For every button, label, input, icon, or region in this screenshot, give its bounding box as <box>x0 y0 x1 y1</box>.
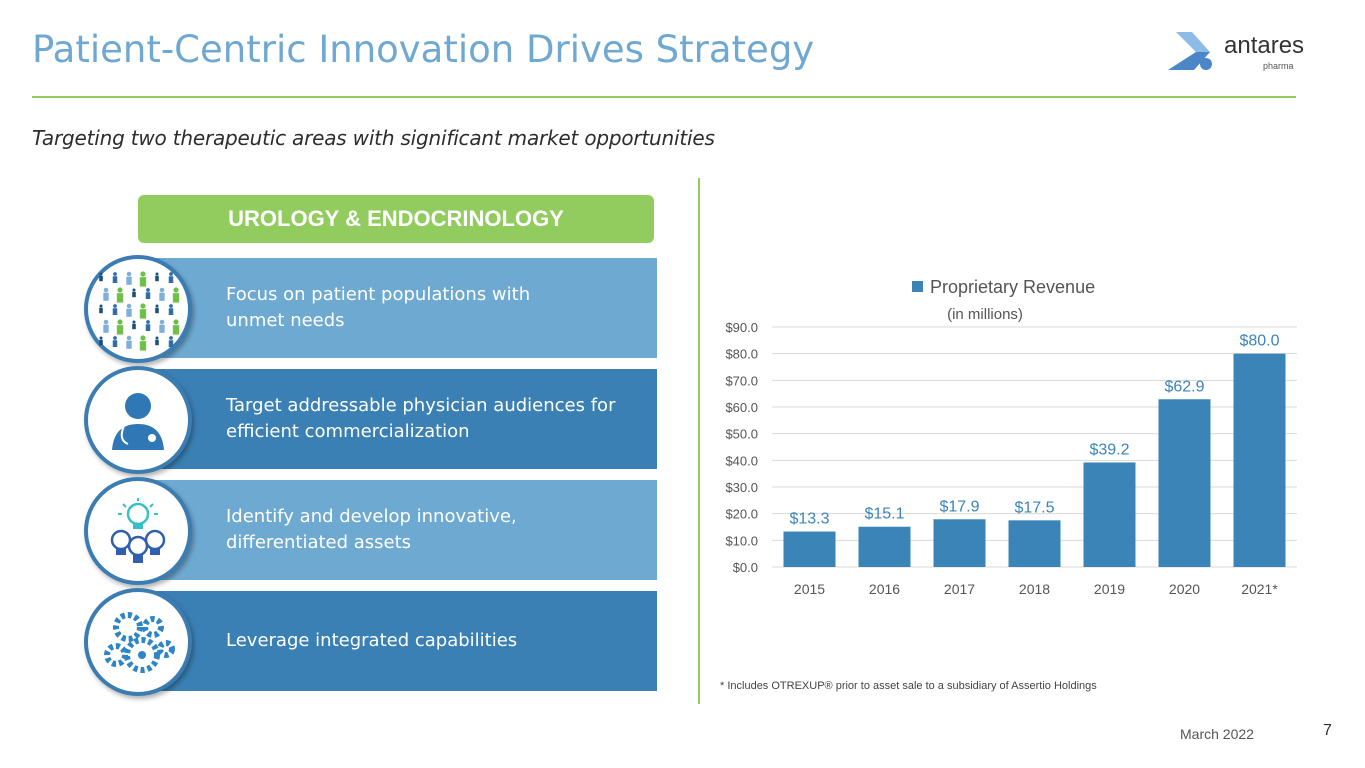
data-label: $39.2 <box>1089 441 1129 458</box>
x-tick-label: 2017 <box>944 581 975 597</box>
data-label: $80.0 <box>1239 333 1279 350</box>
logo-text: antares <box>1224 32 1305 59</box>
chart-subtitle: (in millions) <box>947 306 1023 323</box>
y-tick-label: $90.0 <box>725 320 758 335</box>
revenue-bar-chart: Proprietary Revenue (in millions) $0.0 $1… <box>725 277 1297 597</box>
strategy-item: Leverage integrated capabilities <box>140 591 657 691</box>
footnote: * Includes OTREXUP® prior to asset sale … <box>720 680 1097 692</box>
title-divider <box>32 96 1296 98</box>
y-tick-label: $80.0 <box>725 347 758 362</box>
strategy-item-text: Identify and develop innovative, differe… <box>226 506 517 553</box>
y-tick-label: $50.0 <box>725 427 758 442</box>
strategy-item: Target addressable physician audiences f… <box>140 369 657 469</box>
date: March 2022 <box>1180 726 1254 742</box>
x-tick-label: 2020 <box>1169 581 1200 597</box>
subtitle: Targeting two therapeutic areas with sig… <box>32 126 715 150</box>
gears-icon <box>84 588 192 696</box>
bar-2016 <box>858 526 911 567</box>
legend-label: Proprietary Revenue <box>930 277 1095 297</box>
lightbulbs-icon <box>84 477 192 585</box>
x-tick-label: 2021* <box>1241 581 1278 597</box>
bar-2017 <box>933 519 986 567</box>
section-label: UROLOGY & ENDOCRINOLOGY <box>138 195 654 243</box>
y-tick-label: $0.0 <box>733 560 758 575</box>
strategy-item: Focus on patient populations with unmet … <box>140 258 657 358</box>
y-tick-label: $60.0 <box>725 400 758 415</box>
strategy-item: Identify and develop innovative, differe… <box>140 480 657 580</box>
strategy-item-text: Target addressable physician audiences f… <box>226 395 616 442</box>
y-tick-label: $70.0 <box>725 373 758 388</box>
physician-icon <box>84 366 192 474</box>
data-label: $15.1 <box>864 506 904 523</box>
y-tick-label: $20.0 <box>725 507 758 522</box>
data-label: $13.3 <box>789 511 829 528</box>
y-tick-label: $30.0 <box>725 480 758 495</box>
bar-2015 <box>783 531 836 567</box>
legend-swatch <box>912 281 923 292</box>
column-divider <box>698 178 700 704</box>
people-crowd-icon <box>84 255 192 363</box>
logo-mark-icon <box>1168 32 1212 70</box>
x-tick-label: 2018 <box>1019 581 1050 597</box>
bar-2020 <box>1158 399 1211 567</box>
strategy-item-text: Leverage integrated capabilities <box>226 630 518 651</box>
x-tick-label: 2015 <box>794 581 825 597</box>
strategy-item-text: Focus on patient populations with unmet … <box>226 284 531 331</box>
x-tick-label: 2019 <box>1094 581 1125 597</box>
bar-2021* <box>1233 353 1286 567</box>
data-label: $17.9 <box>939 498 979 515</box>
y-tick-label: $10.0 <box>725 533 758 548</box>
y-tick-label: $40.0 <box>725 453 758 468</box>
company-logo: antares pharma <box>1166 30 1306 76</box>
page-number: 7 <box>1323 722 1332 739</box>
data-label: $17.5 <box>1014 499 1054 516</box>
bar-2019 <box>1083 462 1136 567</box>
logo-subtext: pharma <box>1263 61 1294 71</box>
x-tick-label: 2016 <box>869 581 900 597</box>
data-label: $62.9 <box>1164 378 1204 395</box>
page-title: Patient-Centric Innovation Drives Strate… <box>32 28 815 71</box>
bar-2018 <box>1008 520 1061 567</box>
